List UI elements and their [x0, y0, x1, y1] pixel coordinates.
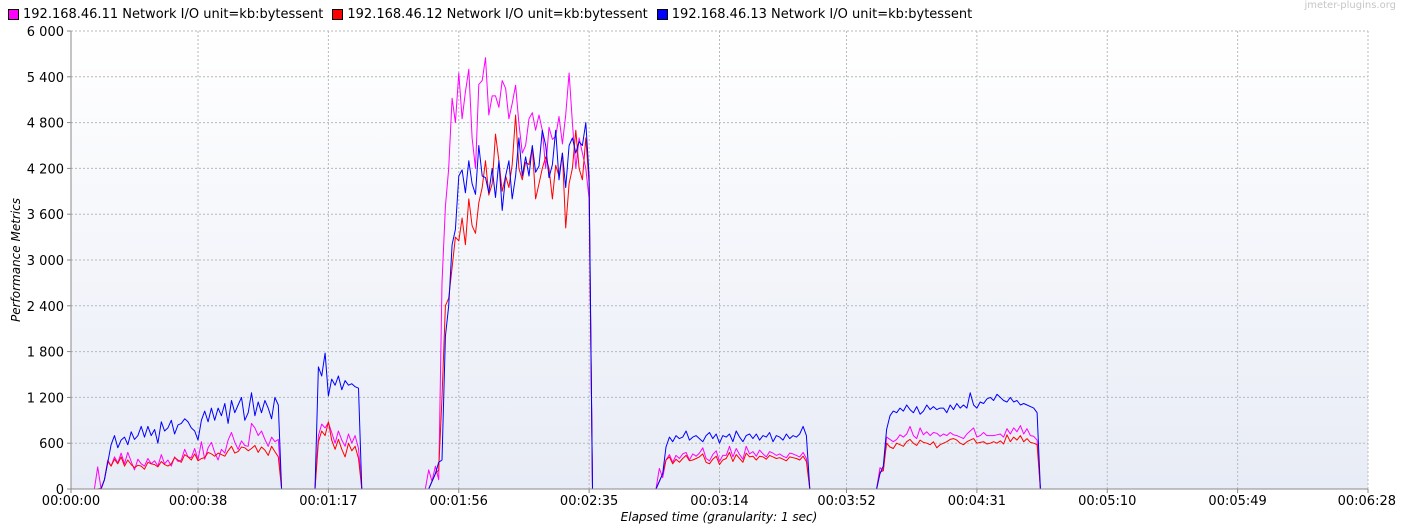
y-axis-title: Performance Metrics	[9, 198, 23, 322]
y-tick-label: 0	[56, 483, 64, 498]
y-tick-label: 3 600	[27, 208, 64, 223]
x-tick-labels: 00:00:00 00:00:38 00:01:17 00:01:56 00:02:35…	[42, 489, 1396, 509]
x-tick-label: 00:03:52	[817, 494, 875, 509]
x-tick-label: 00:04:31	[948, 494, 1006, 509]
x-tick-label: 00:00:38	[169, 494, 227, 509]
x-tick-label: 00:01:56	[430, 494, 488, 509]
watermark: jmeter-plugins.org	[1304, 0, 1396, 11]
legend-swatch	[656, 8, 668, 20]
y-tick-label: 4 200	[27, 162, 64, 177]
y-tick-label: 2 400	[27, 300, 64, 315]
legend-label: 192.168.46.11 Network I/O unit=kb:bytess…	[23, 6, 324, 22]
series-lines	[71, 57, 1368, 490]
series-line-2	[71, 114, 1368, 490]
x-tick-label: 00:00:00	[42, 494, 100, 509]
legend-item: 192.168.46.12 Network I/O unit=kb:bytess…	[332, 6, 648, 22]
y-tick-label: 1 200	[27, 391, 64, 406]
legend-swatch	[8, 8, 19, 20]
y-tick-label: 600	[39, 437, 64, 452]
legend-swatch	[332, 8, 344, 20]
x-tick-label: 00:03:14	[690, 494, 748, 509]
x-tick-label: 00:01:17	[299, 494, 357, 509]
x-tick-label: 00:05:49	[1208, 494, 1266, 509]
y-tick-labels: 0 600 1 200 1 800 2 400 3 000 3 600 4 200 4 800 5…	[27, 25, 71, 498]
x-tick-label: 00:02:35	[560, 494, 618, 509]
y-tick-label: 6 000	[27, 25, 64, 40]
legend-item: 192.168.46.11 Network I/O unit=kb:bytess…	[8, 7, 323, 22]
x-tick-label: 00:06:28	[1338, 494, 1396, 509]
y-tick-label: 3 000	[27, 254, 64, 269]
legend-label: 192.168.46.13 Network I/O unit=kb:bytess…	[671, 6, 973, 22]
y-tick-label: 5 400	[27, 71, 64, 86]
legend-item: 192.168.46.13 Network I/O unit=kb:bytess…	[656, 6, 973, 22]
series-line-3	[71, 122, 1368, 490]
x-tick-label: 00:05:10	[1078, 494, 1136, 509]
y-tick-label: 1 800	[27, 346, 64, 361]
series-line-1	[71, 57, 1368, 490]
legend-label: 192.168.46.12 Network I/O unit=kb:bytess…	[347, 6, 648, 22]
x-axis-title: Elapsed time (granularity: 1 sec)	[621, 510, 818, 524]
y-tick-label: 4 800	[27, 117, 64, 132]
legend: 192.168.46.11 Network I/O unit=kb:bytess…	[8, 5, 981, 23]
